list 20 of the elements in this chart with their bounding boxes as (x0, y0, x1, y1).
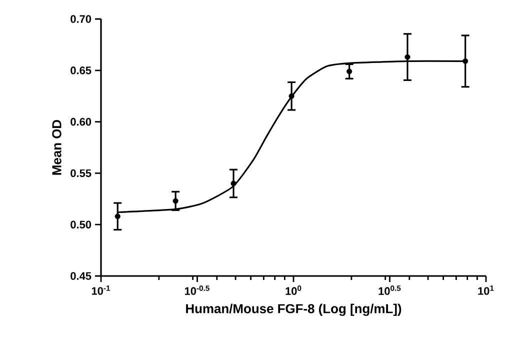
y-tick-label: 0.60 (70, 118, 92, 126)
x-axis-title: Human/Mouse FGF-8 (Log [ng/mL]) (186, 304, 402, 316)
y-tick-label: 0.55 (70, 169, 92, 178)
point (114, 214, 120, 220)
point (172, 198, 178, 204)
y-tick-label: 0.50 (70, 220, 92, 228)
x-tick-label: 10$^{0.5}$ (378, 285, 401, 295)
y-tick-label: 0.65 (70, 66, 92, 74)
point (462, 58, 468, 64)
point (346, 68, 352, 74)
y-axis-title: Mean OD (52, 120, 62, 175)
point (404, 54, 410, 60)
point (288, 93, 294, 99)
x-tick-label: 10$^{-0.5}$ (184, 285, 210, 295)
x-tick-label: 10$^{0}$ (286, 285, 302, 295)
point (230, 180, 236, 186)
x-tick-label: 10$^{1}$ (478, 285, 494, 295)
x-tick-label: 10$^{-1}$ (92, 285, 110, 295)
y-tick-label: 0.45 (70, 272, 92, 280)
y-tick-label: 0.70 (70, 15, 92, 23)
